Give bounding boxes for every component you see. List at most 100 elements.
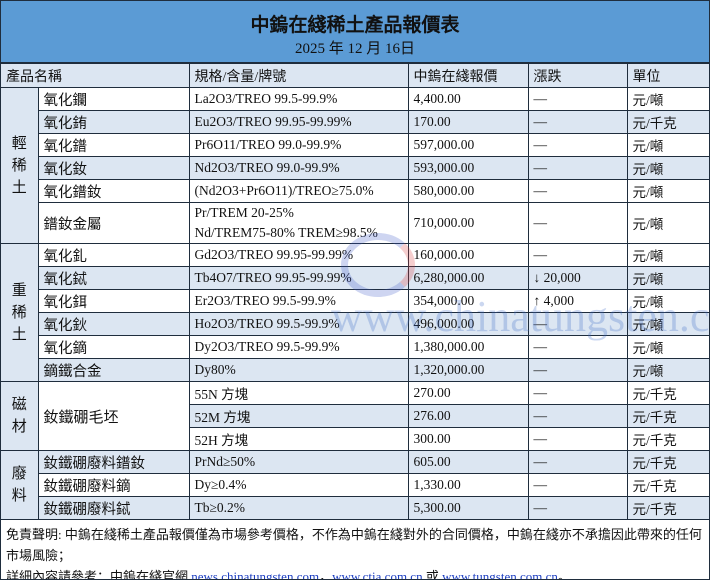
- unit: 元/千克: [626, 404, 709, 428]
- unit: 元/千克: [626, 381, 709, 405]
- product-name: 氧化釓: [37, 243, 190, 267]
- spec: Eu2O3/TREO 99.95-99.99%: [188, 110, 409, 134]
- change: —: [527, 179, 628, 203]
- details-line: 詳細內容請參考：中鎢在綫官網 news.chinatungsten.com，ww…: [6, 566, 704, 580]
- price: 5,300.00: [407, 496, 529, 520]
- unit: 元/噸: [626, 312, 709, 336]
- spec: 52M 方塊: [189, 404, 409, 428]
- product-name: 氧化鋱: [38, 266, 190, 290]
- link-ctia[interactable]: www.ctia.com.cn: [332, 569, 423, 580]
- price: 4,400.00: [407, 87, 529, 111]
- spec: PrNd≥50%: [188, 450, 409, 474]
- price: 270.00: [407, 381, 529, 405]
- table-row: 釹鐵硼廢料鏑 Dy≥0.4% 1,330.00— 元/千克: [1, 473, 709, 497]
- header-unit: 單位: [626, 63, 709, 88]
- change: —: [527, 358, 628, 382]
- table-row: 氧化鐠釹 (Nd2O3+Pr6O11)/TREO≥75.0% 580,000.00—…: [1, 179, 709, 203]
- header-product: 產品名稱: [1, 63, 190, 88]
- change: —: [527, 156, 628, 180]
- product-name: 鐠釹金屬: [38, 202, 190, 244]
- spec-line: Nd/TREM75-80% TREM≥98.5%: [194, 225, 378, 240]
- page-title: 中鎢在綫稀土產品報價表: [250, 15, 460, 36]
- price: 496,000.00: [407, 312, 529, 336]
- table-row: 重稀土 氧化釓 Gd2O3/TREO 99.95-99.99% 160,000.00—…: [1, 243, 709, 382]
- price-table: 產品名稱 規格/含量/牌號 中鎢在綫報價 漲跌 單位 輕稀土 氧化鑭 La2O3/T…: [1, 63, 709, 520]
- change: —: [527, 427, 628, 451]
- unit: 元/千克: [626, 450, 709, 474]
- price: 710,000.00: [407, 202, 529, 244]
- price: 1,320,000.00: [407, 358, 529, 382]
- category-cell: 重稀土: [1, 243, 39, 382]
- change: —: [527, 243, 628, 267]
- report-date: 2025 年 12 月 16日: [294, 41, 415, 57]
- spec: Pr/TREM 20-25% Nd/TREM75-80% TREM≥98.5%: [188, 202, 409, 244]
- spec: 55N 方塊: [188, 381, 409, 405]
- product-name: 釹鐵硼廢料鋱: [38, 496, 190, 520]
- unit: 元/噸: [626, 87, 709, 111]
- change: —: [527, 335, 628, 359]
- price: 1,380,000.00: [407, 335, 529, 359]
- unit: 元/噸: [626, 156, 709, 180]
- table-row: 氧化銪 Eu2O3/TREO 99.95-99.99% 170.00— 元/千克: [1, 110, 709, 134]
- product-name: 氧化釹: [38, 156, 190, 180]
- category-label: 廢料: [11, 466, 27, 504]
- link-tungsten[interactable]: www.tungsten.com.cn: [442, 569, 558, 580]
- unit: 元/噸: [626, 335, 709, 359]
- change: ↓ 20,000: [527, 266, 628, 290]
- change: —: [527, 496, 628, 520]
- unit: 元/千克: [626, 110, 709, 134]
- product-name: 氧化銪: [38, 110, 190, 134]
- change: —: [527, 312, 628, 336]
- category-label: 重稀土: [11, 282, 27, 343]
- table-row: 廢料 釹鐵硼廢料鐠釹 PrNd≥50% 605.00— 元/千克: [1, 450, 709, 520]
- table-row: 氧化鐠 Pr6O11/TREO 99.0-99.9% 597,000.00— 元/噸: [1, 133, 709, 157]
- spec: Er2O3/TREO 99.5-99.9%: [188, 289, 409, 313]
- price: 170.00: [407, 110, 529, 134]
- spec-line: Pr/TREM 20-25%: [194, 205, 294, 220]
- change: —: [527, 202, 628, 244]
- product-name: 氧化鈥: [38, 312, 190, 336]
- price: 597,000.00: [407, 133, 529, 157]
- disclaimer: 免責聲明: 中鎢在綫稀土產品報價僅為市場參考價格，不作為中鎢在綫對外的合同價格，…: [6, 527, 702, 563]
- unit: 元/噸: [626, 358, 709, 382]
- or-text: 或: [422, 569, 443, 580]
- unit: 元/噸: [626, 202, 709, 244]
- product-name: 釹鐵硼毛坯: [37, 381, 190, 451]
- table-row: 氧化鈥 Ho2O3/TREO 99.5-99.9% 496,000.00— 元/噸: [1, 312, 709, 336]
- change: —: [527, 473, 628, 497]
- spec: Dy80%: [188, 358, 409, 382]
- product-name: 釹鐵硼廢料鐠釹: [37, 450, 190, 474]
- separator: ，: [319, 569, 333, 580]
- table-row: 磁材 釹鐵硼毛坯 55N 方塊 270.00— 元/千克: [1, 381, 709, 451]
- table-row: 52M 方塊 276.00— 元/千克: [1, 404, 709, 428]
- change: —: [527, 110, 628, 134]
- unit: 元/千克: [626, 496, 709, 520]
- link-news-chinatungsten[interactable]: news.chinatungsten.com: [191, 569, 320, 580]
- header-price: 中鎢在綫報價: [407, 63, 529, 88]
- change: —: [527, 381, 628, 405]
- table-row: 氧化釹 Nd2O3/TREO 99.0-99.9% 593,000.00— 元/噸: [1, 156, 709, 180]
- change: —: [527, 450, 628, 474]
- category-cell: 輕稀土: [1, 87, 39, 244]
- price: 160,000.00: [407, 243, 529, 267]
- price: 276.00: [407, 404, 529, 428]
- price: 6,280,000.00: [407, 266, 529, 290]
- header-change: 漲跌: [527, 63, 628, 88]
- change: —: [527, 133, 628, 157]
- spec: Dy2O3/TREO 99.5-99.9%: [188, 335, 409, 359]
- spec: Ho2O3/TREO 99.5-99.9%: [188, 312, 409, 336]
- spec: (Nd2O3+Pr6O11)/TREO≥75.0%: [188, 179, 409, 203]
- table-row: 氧化鋱 Tb4O7/TREO 99.95-99.99% 6,280,000.00 ↓ …: [1, 266, 709, 290]
- unit: 元/噸: [626, 266, 709, 290]
- spec: Tb4O7/TREO 99.95-99.99%: [188, 266, 409, 290]
- price: 300.00: [407, 427, 529, 451]
- change: —: [527, 87, 628, 111]
- product-name: 釹鐵硼廢料鏑: [38, 473, 190, 497]
- product-name: 氧化鐠釹: [38, 179, 190, 203]
- category-label: 輕稀土: [11, 135, 27, 196]
- table-row: 52H 方塊 300.00— 元/千克: [1, 427, 709, 451]
- unit: 元/千克: [626, 473, 709, 497]
- table-row: 輕稀土 氧化鑭 La2O3/TREO 99.5-99.9% 4,400.00— 元/噸: [1, 87, 709, 244]
- table-row: 鐠釹金屬 Pr/TREM 20-25% Nd/TREM75-80% TREM≥98.…: [1, 202, 709, 244]
